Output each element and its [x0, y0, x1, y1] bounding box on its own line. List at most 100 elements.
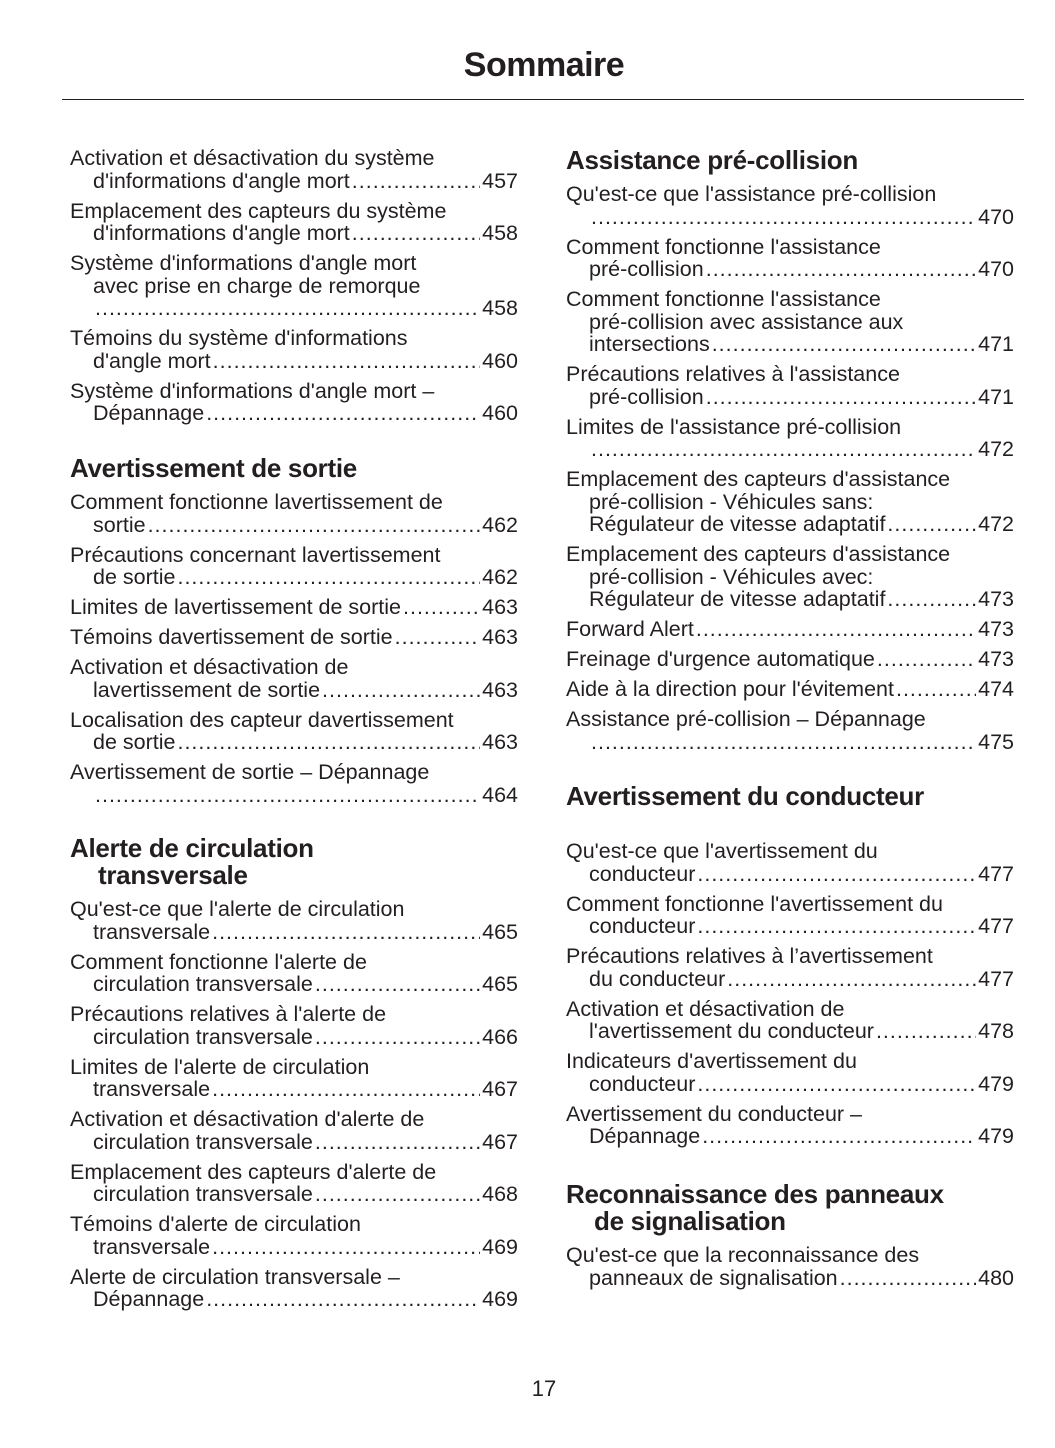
toc-entry[interactable]: Limites de l'alerte de circulation transv… [70, 1055, 518, 1101]
dot-leader [212, 1078, 480, 1101]
toc-entry[interactable]: Avertissement de sortie – Dépannage 464 [70, 761, 518, 806]
entry-text: Alerte de circulation transversale – [70, 1264, 400, 1289]
entry-line: conducteur 479 [566, 1071, 1014, 1096]
entry-line: panneaux de signalisation 480 [566, 1266, 1014, 1290]
toc-entry[interactable]: Précautions relatives à l’avertissement d… [566, 945, 1014, 990]
dot-leader [591, 731, 976, 754]
toc-entry[interactable]: Qu'est-ce que l'alerte de circulation tra… [70, 898, 518, 943]
entry-page-number: 477 [978, 861, 1014, 886]
entry-line: Précautions concernant lavertissement [70, 543, 518, 567]
toc-entry[interactable]: Comment fonctionne l'alerte de circulatio… [70, 950, 518, 996]
entry-page-number: 470 [978, 257, 1014, 281]
toc-entry[interactable]: Activation et désactivation de l'avertiss… [566, 996, 1014, 1043]
dot-leader [315, 1131, 480, 1154]
toc-entry[interactable]: Précautions relatives à l'alerte de circu… [70, 1003, 518, 1048]
entry-text: Assistance pré-collision – Dépannage [566, 707, 926, 731]
toc-entry[interactable]: Forward Alert 473 [566, 618, 1014, 641]
toc-entry[interactable]: Emplacement des capteurs d'alerte de circ… [70, 1159, 518, 1206]
entry-text: Emplacement des capteurs du système [70, 198, 447, 223]
entry-text: Aide à la direction pour l'évitement [566, 677, 894, 701]
entry-line: Emplacement des capteurs d'assistance [566, 543, 1014, 566]
entry-line: circulation transversale 465 [70, 973, 518, 996]
toc-entry[interactable]: Alerte de circulation transversale – Dépa… [70, 1264, 518, 1311]
toc-entry[interactable]: Limites de l'assistance pré-collision 472 [566, 414, 1014, 461]
toc-entry[interactable]: Système d'informations d'angle mort avec … [70, 252, 518, 320]
toc-entry[interactable]: Comment fonctionne lavertissement de sort… [70, 491, 518, 536]
entry-text: Comment fonctionne l'assistance [566, 234, 881, 259]
entry-text: conducteur [589, 861, 696, 886]
entry-page-number: 457 [482, 168, 518, 193]
section-heading: Avertissement de sortie [70, 455, 518, 482]
section-heading: Alerte de circulation transversale [70, 835, 518, 889]
toc-entry[interactable]: Témoins davertissement de sortie 463 [70, 626, 518, 649]
entry-line: conducteur 477 [566, 915, 1014, 938]
toc-entry[interactable]: Activation et désactivation du système d'… [70, 147, 518, 192]
toc-entry[interactable]: Localisation des capteur davertissement d… [70, 708, 518, 754]
entry-line: Activation et désactivation de [566, 996, 1014, 1021]
entry-page-number: 479 [978, 1071, 1014, 1096]
toc-entry[interactable]: Qu'est-ce que l'assistance pré-collision… [566, 183, 1014, 228]
entry-page-number: 463 [482, 625, 518, 649]
toc-entry[interactable]: Freinage d'urgence automatique 473 [566, 648, 1014, 671]
entry-text: Activation et désactivation de [566, 996, 845, 1021]
entry-text: du conducteur [589, 966, 726, 991]
dot-leader [352, 170, 480, 193]
heading-line: Reconnaissance des panneaux [566, 1179, 944, 1209]
entry-line: circulation transversale 468 [70, 1183, 518, 1206]
dot-leader [212, 1236, 480, 1259]
section-heading: Assistance pré-collision [566, 147, 1014, 174]
toc-entry[interactable]: Qu'est-ce que la reconnaissance des panne… [566, 1244, 1014, 1289]
entry-line: Emplacement des capteurs d'assistance [566, 468, 1014, 491]
toc-entry[interactable]: Assistance pré-collision – Dépannage 475 [566, 708, 1014, 753]
dot-leader [696, 618, 976, 641]
dot-leader [212, 921, 480, 944]
toc-entry[interactable]: Précautions relatives à l'assistance pré-… [566, 363, 1014, 408]
toc-entry[interactable]: Emplacement des capteurs d'assistance pré… [566, 543, 1014, 611]
entry-text: Activation et désactivation de [70, 655, 349, 679]
entry-text: l'avertissement du conducteur [589, 1019, 874, 1043]
entry-page-number: 471 [978, 384, 1014, 409]
entry-page-number: 468 [482, 1182, 518, 1206]
entry-line: Alerte de circulation transversale – [70, 1264, 518, 1289]
dot-leader [315, 1026, 480, 1049]
toc-entry[interactable]: Comment fonctionne l'assistance pré-colli… [566, 234, 1014, 281]
toc-entry[interactable]: Témoins d'alerte de circulation transvers… [70, 1213, 518, 1258]
dot-leader [177, 731, 480, 754]
entry-page-number: 463 [482, 595, 518, 619]
entry-line: conducteur 477 [566, 861, 1014, 886]
toc-entry[interactable]: Activation et désactivation d'alerte de c… [70, 1108, 518, 1153]
toc-entry[interactable]: Précautions concernant lavertissement de … [70, 543, 518, 589]
entry-text: Limites de l'assistance pré-collision [566, 414, 902, 439]
toc-entry[interactable]: Emplacement des capteurs d'assistance pré… [566, 468, 1014, 536]
dot-leader [591, 206, 976, 229]
toc-entry[interactable]: Comment fonctionne l'assistance pré-colli… [566, 288, 1014, 356]
toc-entry[interactable]: Témoins du système d'informations d'angle… [70, 327, 518, 372]
entry-line: d'informations d'angle mort 458 [70, 222, 518, 245]
entry-text: Précautions relatives à l’avertissement [566, 944, 933, 968]
toc-entry[interactable]: Système d'informations d'angle mort – Dép… [70, 379, 518, 425]
entry-line: Qu'est-ce que l'assistance pré-collision [566, 183, 1014, 206]
toc-entry[interactable]: Comment fonctionne l'avertissement du con… [566, 892, 1014, 938]
toc-section: Alerte de circulation transversale Qu'est-… [70, 835, 518, 1318]
entry-line: transversale 465 [70, 920, 518, 944]
entry-line: pré-collision - Véhicules avec: [566, 565, 1014, 589]
toc-entry[interactable]: Avertissement du conducteur –Dépannage 47… [566, 1102, 1014, 1148]
toc-entry[interactable]: Aide à la direction pour l'évitement 474 [566, 678, 1014, 701]
entry-page-number: 462 [482, 565, 518, 589]
heading-line: Avertissement du conducteur [566, 781, 924, 811]
dot-leader [352, 222, 480, 245]
entry-line: Limites de lavertissement de sortie 463 [70, 596, 518, 619]
toc-entry[interactable]: Emplacement des capteurs du système d'inf… [70, 198, 518, 245]
entry-page-number: 478 [978, 1019, 1014, 1043]
toc-entry[interactable]: Qu'est-ce que l'avertissement du conducte… [566, 840, 1014, 885]
toc-entry[interactable]: Indicateurs d'avertissement du conducteur… [566, 1050, 1014, 1095]
entry-text: transversale [93, 1234, 211, 1259]
entry-line: Forward Alert 473 [566, 618, 1014, 641]
dot-leader [206, 402, 480, 425]
toc-entry[interactable]: Activation et désactivation de lavertisse… [70, 656, 518, 701]
toc-entry[interactable]: Limites de lavertissement de sortie 463 [70, 596, 518, 619]
entry-text: Emplacement des capteurs d'alerte de [70, 1159, 437, 1184]
entry-text: d'informations d'angle mort [93, 221, 350, 245]
entry-page-number: 463 [482, 730, 518, 754]
